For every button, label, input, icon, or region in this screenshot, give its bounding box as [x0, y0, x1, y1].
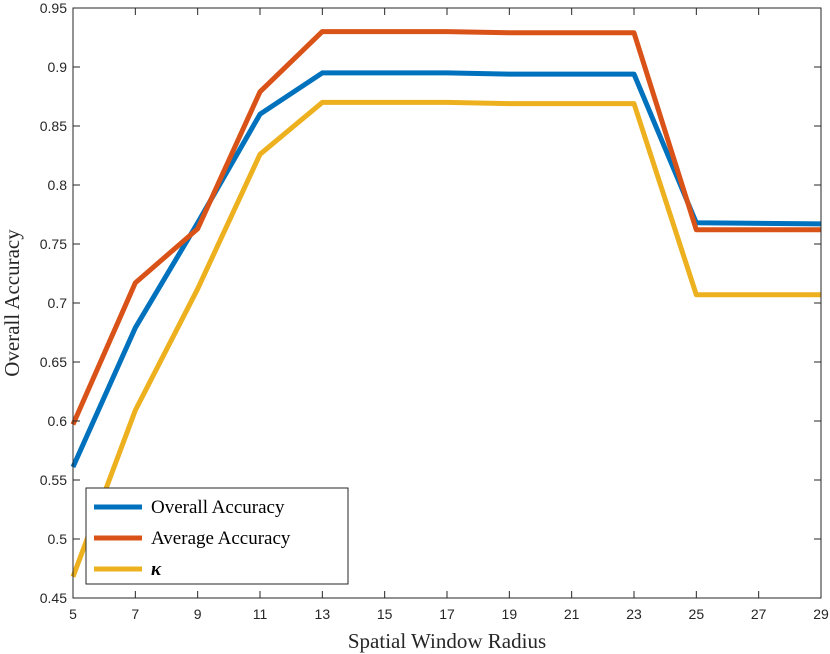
series-line-2	[70, 29, 821, 426]
y-tick-label: 0.45	[40, 590, 67, 606]
legend: Overall Accuracy Average Accuracy κ	[85, 487, 349, 585]
x-tick-label: 11	[253, 606, 268, 622]
y-tick-label: 0.6	[48, 413, 68, 429]
x-axis-title: Spatial Window Radius	[348, 629, 546, 653]
y-axis: 0.45 0.5 0.55 0.6 0.65 0.7 0.75 0.8 0.85 0.9 0.95	[40, 0, 821, 606]
x-tick-label: 23	[626, 606, 642, 622]
x-tick-label: 15	[377, 606, 393, 622]
y-tick-label: 0.7	[48, 295, 68, 311]
y-tick-label: 0.65	[40, 354, 67, 370]
y-tick-label: 0.8	[48, 177, 68, 193]
x-tick-label: 29	[813, 606, 829, 622]
y-tick-label: 0.75	[40, 236, 67, 252]
x-tick-label: 21	[564, 606, 580, 622]
x-tick-label: 9	[194, 606, 202, 622]
x-tick-label: 19	[502, 606, 518, 622]
y-tick-label: 0.95	[40, 0, 67, 16]
legend-label-3: κ	[151, 559, 162, 580]
series-line-3	[70, 99, 821, 578]
x-tick-label: 25	[689, 606, 705, 622]
legend-label-2: Average Accuracy	[151, 528, 291, 549]
legend-label-1: Overall Accuracy	[151, 497, 285, 518]
series-line-1	[70, 70, 822, 469]
x-tick-label: 13	[315, 606, 331, 622]
y-axis-title: Overall Accuracy	[0, 229, 24, 377]
y-tick-label: 0.5	[48, 531, 68, 547]
y-tick-label: 0.55	[40, 472, 67, 488]
x-tick-label: 7	[131, 606, 139, 622]
y-tick-label: 0.85	[40, 118, 67, 134]
x-tick-label: 17	[439, 606, 455, 622]
series-layer	[70, 29, 822, 578]
x-axis: 5 7 9 11 13 15 17 19 21 23 25 27 29	[69, 8, 829, 622]
x-tick-label: 5	[69, 606, 77, 622]
y-tick-label: 0.9	[48, 59, 68, 75]
x-tick-label: 27	[751, 606, 767, 622]
